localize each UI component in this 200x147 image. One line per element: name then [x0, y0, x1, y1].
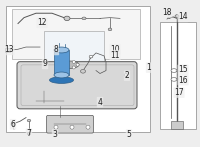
Text: 10: 10	[110, 45, 120, 54]
Bar	[12, 9, 140, 59]
Ellipse shape	[70, 125, 74, 129]
Ellipse shape	[99, 101, 103, 103]
Ellipse shape	[65, 66, 68, 69]
Text: 13: 13	[4, 45, 14, 55]
Ellipse shape	[76, 63, 79, 66]
Ellipse shape	[171, 69, 177, 72]
Ellipse shape	[27, 119, 31, 122]
Ellipse shape	[64, 16, 70, 21]
Bar	[44, 31, 104, 78]
Ellipse shape	[65, 60, 68, 63]
Ellipse shape	[72, 60, 75, 63]
Ellipse shape	[61, 61, 79, 68]
Ellipse shape	[80, 70, 86, 73]
Text: 9: 9	[43, 59, 47, 69]
Text: 17: 17	[174, 88, 184, 97]
Text: 4: 4	[98, 98, 102, 107]
Text: 8: 8	[54, 45, 58, 55]
Ellipse shape	[124, 74, 128, 76]
Text: 15: 15	[178, 65, 188, 74]
Ellipse shape	[171, 78, 177, 81]
Text: 5: 5	[127, 130, 131, 139]
Ellipse shape	[72, 66, 75, 69]
Text: 18: 18	[162, 8, 172, 17]
FancyBboxPatch shape	[46, 115, 94, 133]
Ellipse shape	[89, 55, 93, 58]
Text: 1: 1	[147, 63, 151, 72]
Ellipse shape	[108, 28, 112, 31]
Text: 7: 7	[27, 129, 31, 138]
Ellipse shape	[54, 47, 69, 53]
Text: 16: 16	[178, 76, 188, 85]
Text: 12: 12	[37, 18, 47, 27]
Ellipse shape	[11, 122, 15, 126]
Ellipse shape	[54, 72, 69, 78]
Text: 3: 3	[53, 130, 57, 139]
Bar	[160, 22, 196, 129]
Text: 14: 14	[178, 12, 188, 21]
Text: 11: 11	[110, 51, 120, 60]
Ellipse shape	[50, 77, 74, 83]
Bar	[6, 6, 150, 132]
Bar	[54, 50, 69, 75]
Ellipse shape	[82, 17, 86, 20]
FancyBboxPatch shape	[17, 62, 137, 109]
Bar	[5, 48, 10, 52]
Ellipse shape	[86, 125, 90, 129]
Ellipse shape	[61, 63, 64, 66]
Text: 6: 6	[11, 120, 15, 129]
Ellipse shape	[54, 125, 58, 129]
Ellipse shape	[27, 133, 31, 135]
Text: 2: 2	[125, 71, 129, 80]
Ellipse shape	[175, 15, 179, 18]
Ellipse shape	[166, 11, 169, 14]
Bar	[171, 121, 183, 129]
